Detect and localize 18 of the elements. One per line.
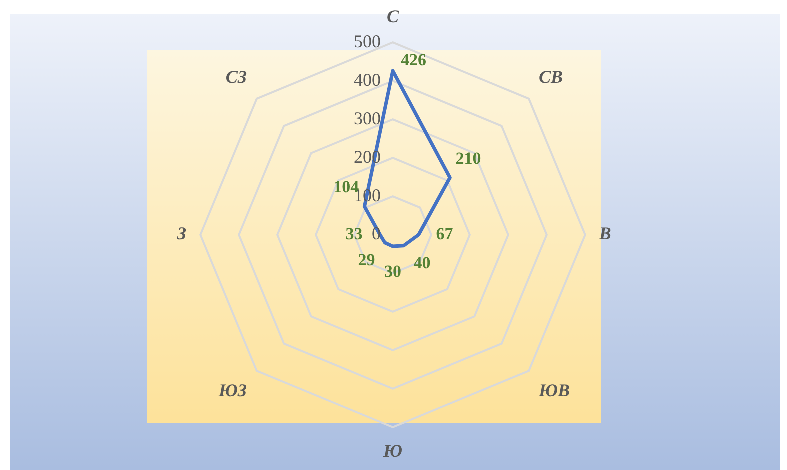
spoke-label: ЮЗ — [218, 380, 248, 400]
data-label: 426 — [401, 50, 426, 70]
data-label: 40 — [414, 254, 431, 273]
y-tick-label: 300 — [354, 108, 381, 128]
spoke-label: СВ — [538, 66, 563, 87]
spoke-label: В — [598, 224, 612, 244]
data-label: 67 — [436, 224, 454, 244]
spoke-label: Ю — [382, 440, 403, 461]
spoke-label: С — [386, 6, 400, 26]
spoke-label: ЮВ — [538, 380, 570, 400]
spoke-label: СЗ — [226, 66, 248, 87]
y-tick-label: 400 — [354, 70, 381, 90]
data-label: 33 — [346, 224, 363, 244]
data-label: 29 — [358, 250, 376, 270]
data-label: 210 — [456, 148, 482, 168]
data-label: 30 — [384, 262, 402, 281]
y-tick-label: 500 — [354, 31, 381, 52]
spoke-label: З — [176, 224, 187, 244]
